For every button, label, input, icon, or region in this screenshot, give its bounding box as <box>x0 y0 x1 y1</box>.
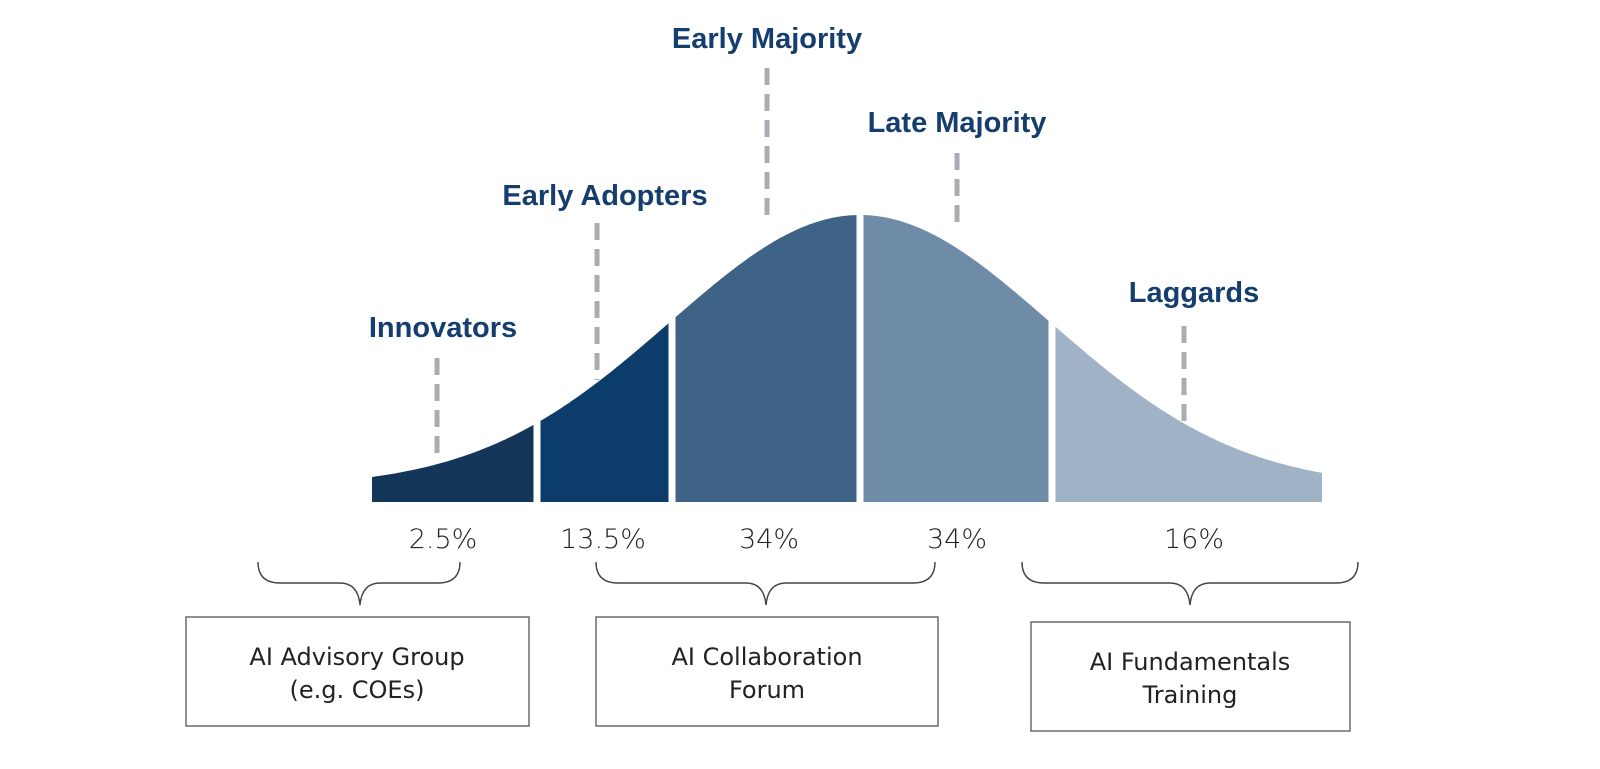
laggards-segment <box>1055 326 1322 502</box>
group-box-line1: AI Collaboration <box>671 643 862 671</box>
bell-curve <box>372 215 1322 502</box>
laggards-label: Laggards <box>1129 277 1260 309</box>
late-majority-percent: 34% <box>927 524 987 555</box>
group-box-line2: Training <box>1142 681 1238 709</box>
group-box-line1: AI Fundamentals <box>1090 648 1291 676</box>
brace-advisory <box>257 561 461 606</box>
early-majority-percent: 34% <box>739 524 799 555</box>
early-adopters-percent: 13.5% <box>560 524 646 555</box>
group-box-fundamentals: AI Fundamentals Training <box>1030 621 1351 732</box>
early-adopters-segment <box>540 323 669 502</box>
group-box-line2: (e.g. COEs) <box>290 676 425 704</box>
late-majority-segment <box>863 215 1049 502</box>
early-adopters-label: Early Adopters <box>502 180 707 212</box>
brace-collaboration <box>595 561 936 606</box>
group-box-line1: AI Advisory Group <box>249 643 464 671</box>
early-majority-segment <box>675 215 857 502</box>
late-majority-label: Late Majority <box>868 107 1047 139</box>
brace-fundamentals <box>1021 561 1359 606</box>
early-majority-label: Early Majority <box>672 23 862 55</box>
laggards-percent: 16% <box>1164 524 1224 555</box>
group-box-line2: Forum <box>729 676 805 704</box>
innovators-segment <box>372 424 534 502</box>
innovators-label: Innovators <box>369 312 517 344</box>
group-box-collaboration: AI Collaboration Forum <box>595 616 939 727</box>
group-box-advisory: AI Advisory Group (e.g. COEs) <box>185 616 530 727</box>
innovators-percent: 2.5% <box>409 524 478 555</box>
